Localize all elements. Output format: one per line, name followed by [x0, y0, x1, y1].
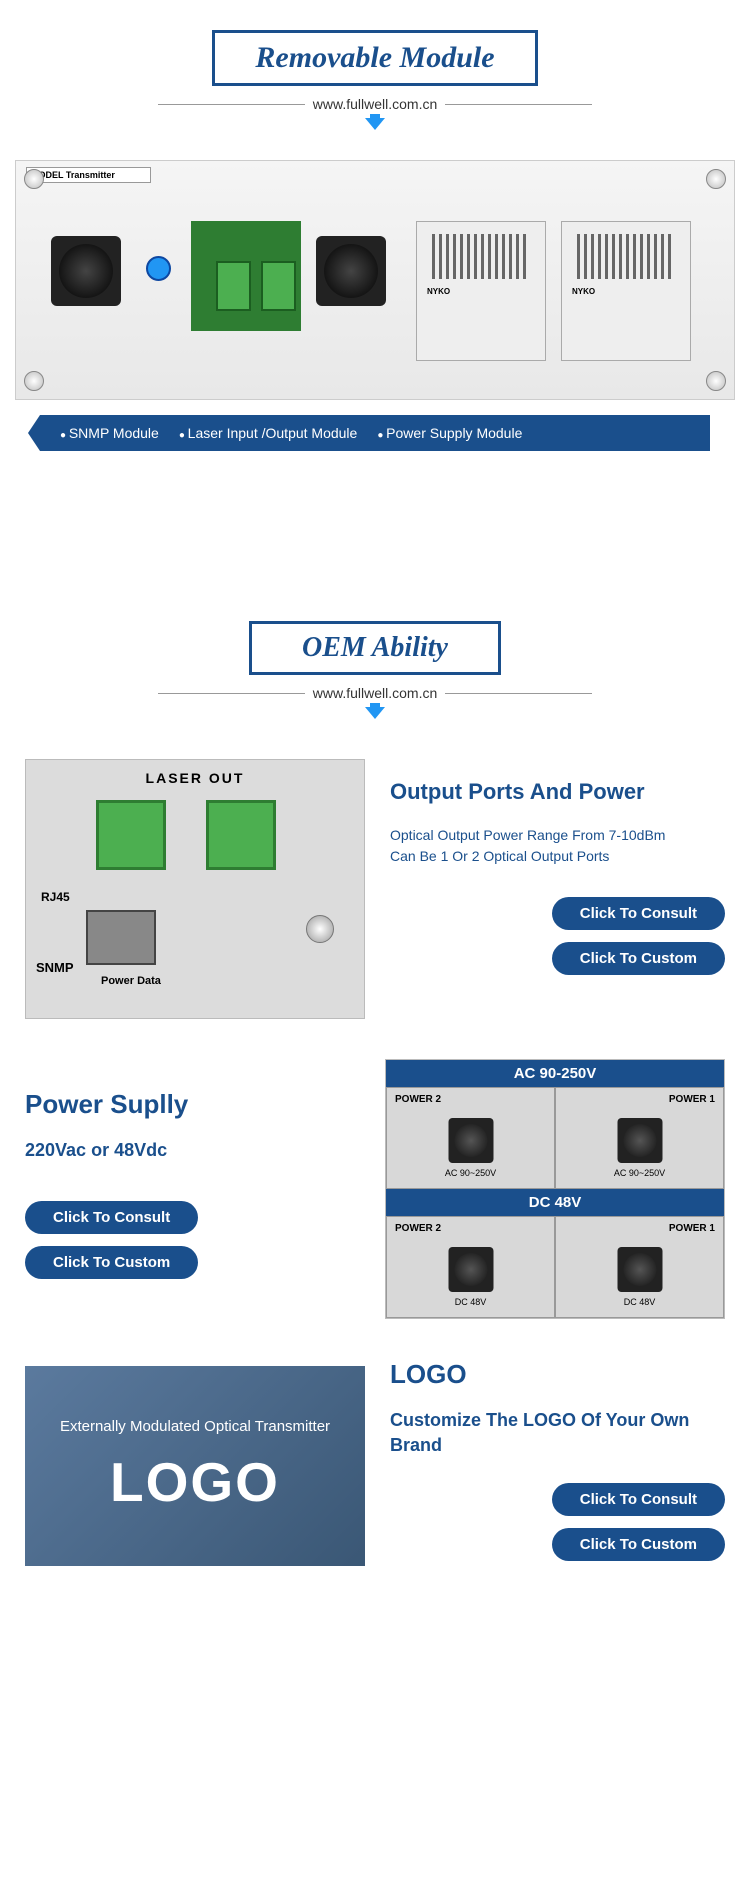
custom-button[interactable]: Click To Custom — [552, 942, 725, 975]
down-arrow-icon — [365, 707, 385, 719]
custom-button[interactable]: Click To Custom — [552, 1528, 725, 1561]
fan-icon — [316, 236, 386, 306]
rj45-port-icon — [86, 910, 156, 965]
laser-panel: LASER OUT RJ45 SNMP Power Data — [26, 760, 364, 1018]
section1-title-box: Removable Module — [212, 30, 537, 86]
fan-icon — [51, 236, 121, 306]
corner-screw-icon — [706, 371, 726, 391]
feature2-desc: 220Vac or 48Vdc — [25, 1140, 360, 1161]
feature1-text: Output Ports And Power Optical Output Po… — [390, 759, 725, 987]
section2-title-box: OEM Ability — [249, 621, 501, 675]
sc-connector-icon — [216, 261, 251, 311]
spacer — [0, 451, 750, 591]
power1-unit: POWER 1 DC 48V — [555, 1216, 724, 1318]
feature1-row: LASER OUT RJ45 SNMP Power Data Output Po… — [0, 739, 750, 1039]
rj45-label: RJ45 — [41, 890, 70, 904]
ac-sub-label: AC 90~250V — [614, 1168, 665, 1178]
logo-panel-logo: LOGO — [110, 1450, 280, 1514]
consult-button[interactable]: Click To Consult — [25, 1201, 198, 1234]
section1-title: Removable Module — [255, 41, 494, 74]
ac-header: AC 90-250V — [386, 1060, 724, 1087]
power-supply-panel: AC 90-250V POWER 2 AC 90~250V POWER 1 AC… — [386, 1060, 724, 1318]
power2-label: POWER 2 — [395, 1094, 441, 1105]
dc-row: POWER 2 DC 48V POWER 1 DC 48V — [386, 1216, 724, 1318]
module-item: Power Supply Module — [377, 425, 522, 441]
section2-header: OEM Ability www.fullwell.com.cn — [0, 591, 750, 739]
feature3-text: LOGO Customize The LOGO Of Your Own Bran… — [390, 1359, 725, 1573]
module-item: Laser Input /Output Module — [179, 425, 358, 441]
feature1-title: Output Ports And Power — [390, 779, 725, 805]
sc-port-icon — [206, 800, 276, 870]
feature2-image: AC 90-250V POWER 2 AC 90~250V POWER 1 AC… — [385, 1059, 725, 1319]
corner-screw-icon — [706, 169, 726, 189]
module-list-bar: SNMP Module Laser Input /Output Module P… — [40, 415, 710, 451]
power1-label: POWER 1 — [669, 1223, 715, 1234]
section1-url: www.fullwell.com.cn — [150, 96, 600, 112]
module-item: SNMP Module — [60, 425, 159, 441]
screw-icon — [306, 915, 334, 943]
device-model-label: MODEL Transmitter — [26, 167, 151, 183]
psu-module-icon: NYKO — [561, 221, 691, 361]
logo-panel-subtitle: Externally Modulated Optical Transmitter — [60, 1418, 330, 1435]
power1-label: POWER 1 — [669, 1094, 715, 1105]
power2-unit: POWER 2 DC 48V — [386, 1216, 555, 1318]
fan-icon — [617, 1118, 662, 1163]
sc-port-icon — [96, 800, 166, 870]
feature1-line2: Can Be 1 Or 2 Optical Output Ports — [390, 848, 609, 864]
feature3-desc: Customize The LOGO Of Your Own Brand — [390, 1408, 725, 1458]
feature3-image: Externally Modulated Optical Transmitter… — [25, 1366, 365, 1566]
ac-row: POWER 2 AC 90~250V POWER 1 AC 90~250V — [386, 1087, 724, 1189]
fan-icon — [448, 1118, 493, 1163]
down-arrow-icon — [365, 118, 385, 130]
psu-module-icon: NYKO — [416, 221, 546, 361]
section2-url: www.fullwell.com.cn — [150, 685, 600, 701]
feature3-title: LOGO — [390, 1359, 725, 1390]
custom-button[interactable]: Click To Custom — [25, 1246, 198, 1279]
knob-icon — [146, 256, 171, 281]
snmp-label: SNMP — [36, 960, 74, 975]
power-data-label: Power Data — [101, 975, 161, 987]
dc-sub-label: DC 48V — [624, 1297, 656, 1307]
feature1-line1: Optical Output Power Range From 7-10dBm — [390, 827, 665, 843]
dc-sub-label: DC 48V — [455, 1297, 487, 1307]
section2-title: OEM Ability — [302, 632, 448, 663]
power2-unit: POWER 2 AC 90~250V — [386, 1087, 555, 1189]
ac-sub-label: AC 90~250V — [445, 1168, 496, 1178]
feature2-title: Power Suplly — [25, 1089, 360, 1120]
feature2-text: Power Suplly 220Vac or 48Vdc Click To Co… — [25, 1059, 360, 1291]
feature3-row: Externally Modulated Optical Transmitter… — [0, 1339, 750, 1593]
sc-connector-icon — [261, 261, 296, 311]
dc-header: DC 48V — [386, 1189, 724, 1216]
fan-icon — [617, 1247, 662, 1292]
laser-out-label: LASER OUT — [146, 770, 245, 786]
feature2-row: Power Suplly 220Vac or 48Vdc Click To Co… — [0, 1039, 750, 1339]
power2-label: POWER 2 — [395, 1223, 441, 1234]
feature1-image: LASER OUT RJ45 SNMP Power Data — [25, 759, 365, 1019]
removable-module-image: MODEL Transmitter NYKO NYKO — [15, 160, 735, 400]
section1-header: Removable Module www.fullwell.com.cn — [0, 0, 750, 150]
consult-button[interactable]: Click To Consult — [552, 1483, 725, 1516]
corner-screw-icon — [24, 371, 44, 391]
feature1-desc: Optical Output Power Range From 7-10dBm … — [390, 825, 725, 867]
corner-screw-icon — [24, 169, 44, 189]
power1-unit: POWER 1 AC 90~250V — [555, 1087, 724, 1189]
fan-icon — [448, 1247, 493, 1292]
consult-button[interactable]: Click To Consult — [552, 897, 725, 930]
